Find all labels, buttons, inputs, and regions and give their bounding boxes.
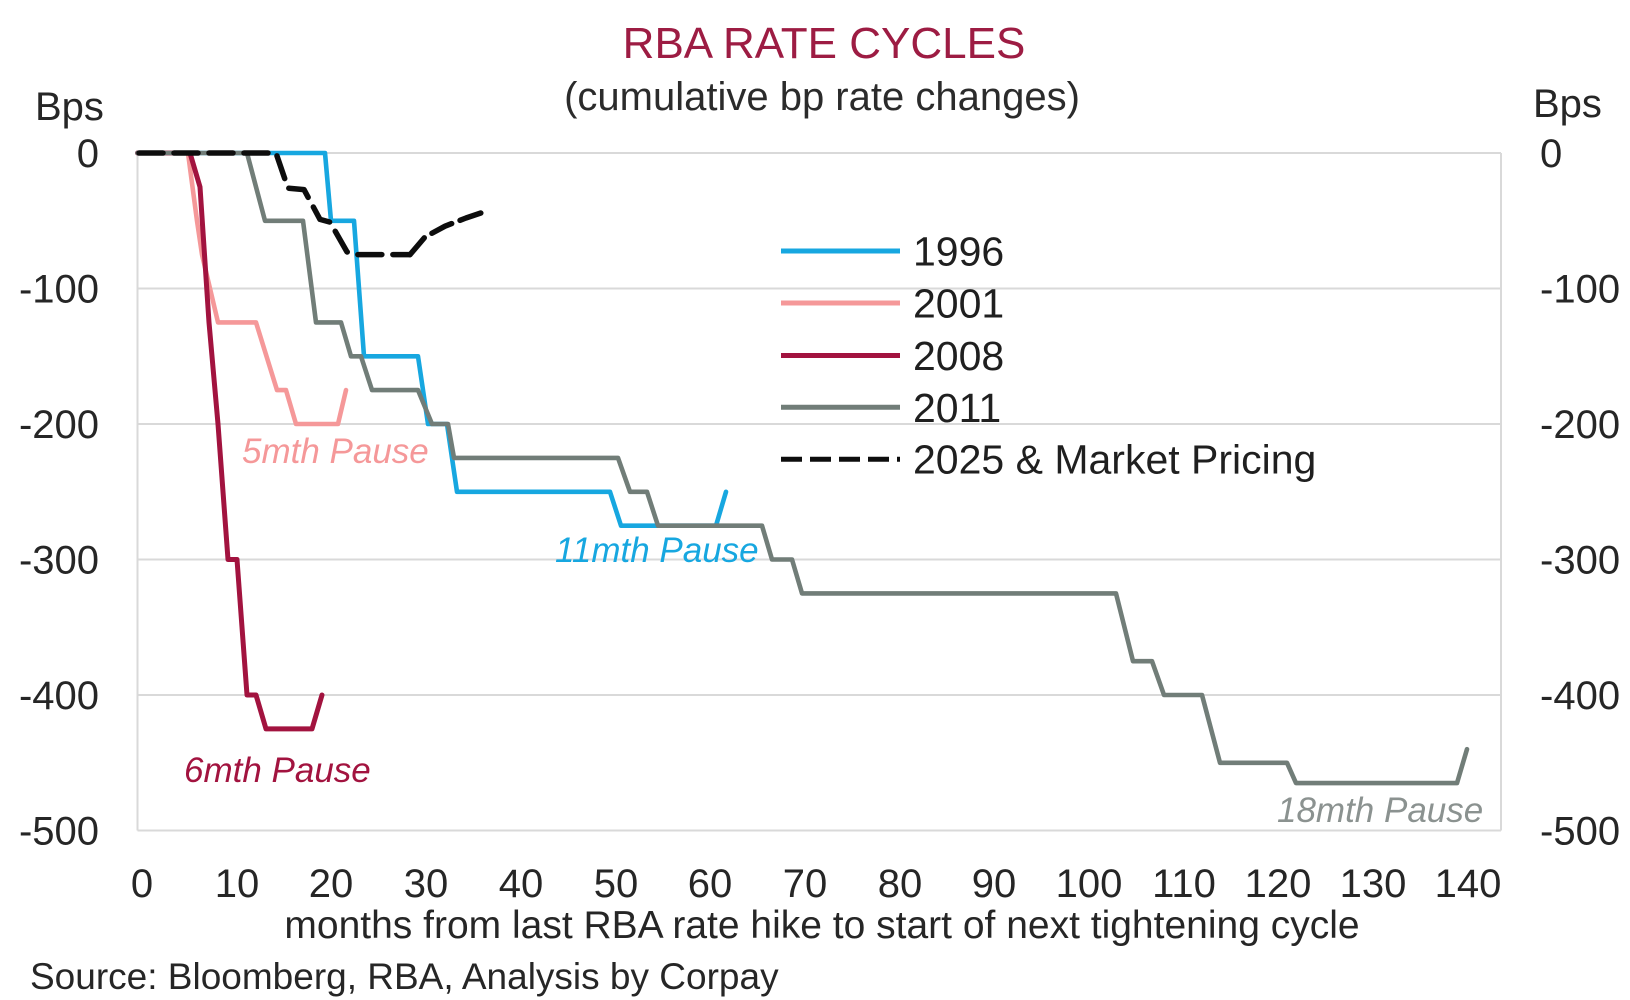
svg-text:0: 0 (131, 862, 153, 906)
svg-text:2011: 2011 (913, 385, 1001, 431)
svg-text:2001: 2001 (913, 281, 1004, 327)
svg-text:0: 0 (77, 132, 99, 176)
svg-text:100: 100 (1056, 862, 1123, 906)
svg-text:RBA RATE CYCLES: RBA RATE CYCLES (623, 19, 1026, 68)
svg-text:80: 80 (878, 862, 923, 906)
svg-text:90: 90 (972, 862, 1017, 906)
svg-text:-300: -300 (1540, 539, 1620, 583)
svg-text:130: 130 (1340, 862, 1407, 906)
svg-text:30: 30 (404, 862, 449, 906)
svg-text:-200: -200 (1540, 403, 1620, 447)
svg-text:50: 50 (594, 862, 639, 906)
svg-text:2008: 2008 (913, 333, 1004, 379)
svg-text:-300: -300 (19, 539, 99, 583)
svg-text:-200: -200 (19, 403, 99, 447)
svg-text:110: 110 (1152, 862, 1216, 906)
svg-text:Bps: Bps (35, 85, 104, 129)
svg-text:140: 140 (1435, 862, 1502, 906)
svg-text:(cumulative bp rate changes): (cumulative bp rate changes) (564, 75, 1080, 119)
svg-text:5mth Pause: 5mth Pause (242, 432, 429, 471)
svg-text:Bps: Bps (1533, 82, 1602, 126)
svg-text:-500: -500 (19, 810, 99, 854)
svg-text:0: 0 (1540, 132, 1562, 176)
svg-text:120: 120 (1245, 862, 1312, 906)
svg-text:10: 10 (215, 862, 260, 906)
svg-text:-100: -100 (19, 268, 99, 312)
svg-text:6mth Pause: 6mth Pause (184, 751, 371, 790)
svg-text:70: 70 (783, 862, 828, 906)
svg-text:18mth Pause: 18mth Pause (1277, 791, 1483, 830)
svg-text:1996: 1996 (913, 229, 1004, 275)
svg-text:40: 40 (499, 862, 544, 906)
svg-text:11mth Pause: 11mth Pause (555, 531, 759, 570)
svg-text:2025 & Market Pricing: 2025 & Market Pricing (913, 437, 1316, 483)
svg-text:60: 60 (688, 862, 733, 906)
svg-text:Source: Bloomberg, RBA, Analys: Source: Bloomberg, RBA, Analysis by Corp… (30, 956, 779, 997)
svg-text:20: 20 (309, 862, 354, 906)
svg-text:months from last RBA rate hike: months from last RBA rate hike to start … (284, 904, 1359, 947)
svg-text:-500: -500 (1540, 810, 1620, 854)
svg-text:-400: -400 (19, 674, 99, 718)
svg-text:-100: -100 (1540, 268, 1620, 312)
svg-text:-400: -400 (1540, 674, 1620, 718)
